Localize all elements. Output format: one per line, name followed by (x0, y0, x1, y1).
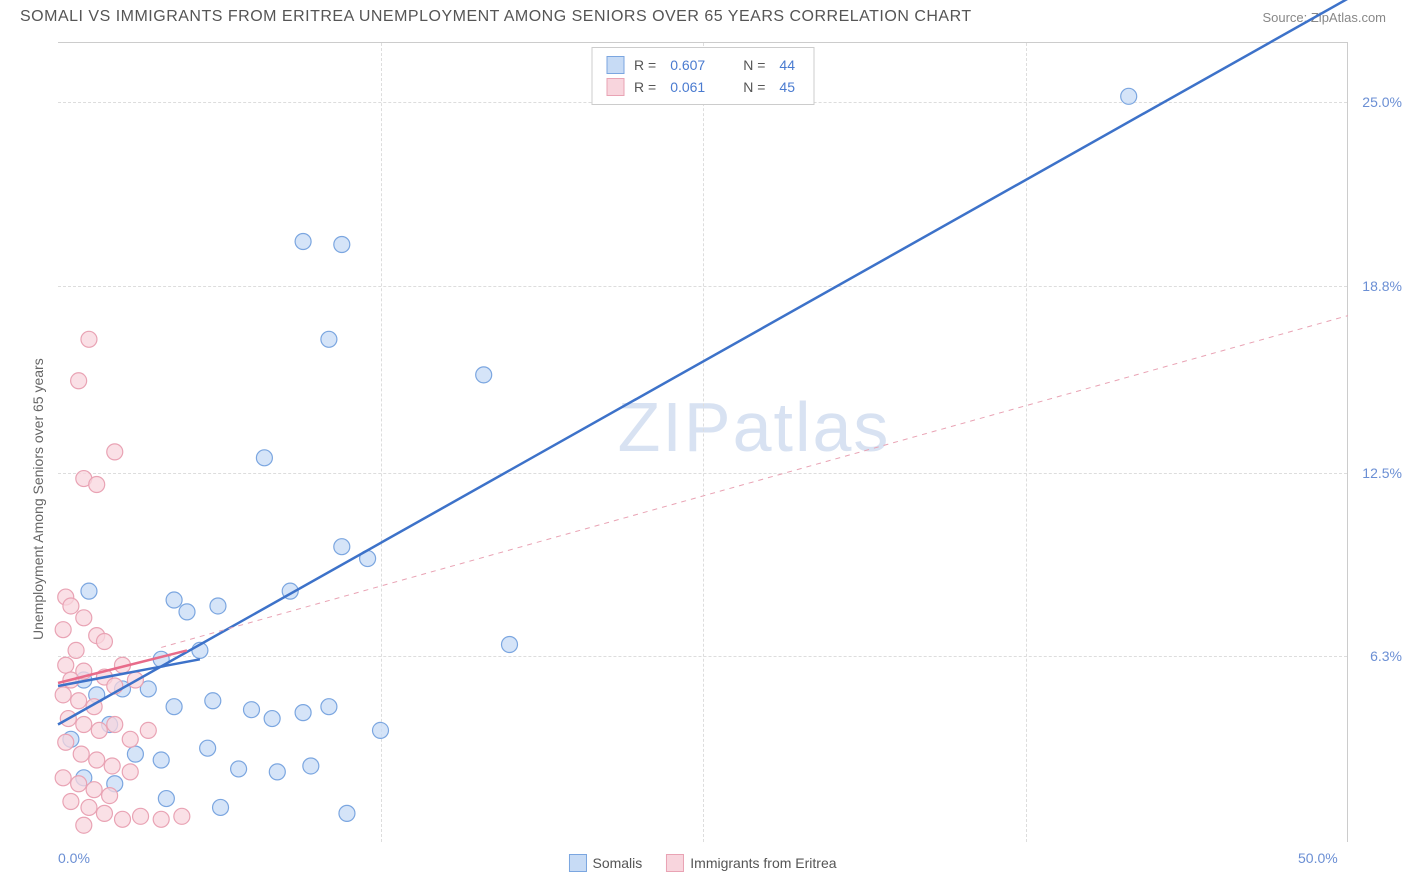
y-axis-label: Unemployment Among Seniors over 65 years (30, 358, 46, 640)
data-point (269, 764, 285, 780)
trend-line (161, 316, 1348, 648)
scatter-plot-svg (58, 43, 1347, 842)
data-point (140, 722, 156, 738)
data-point (166, 592, 182, 608)
data-point (205, 693, 221, 709)
legend-series-item: Somalis (568, 854, 642, 872)
data-point (86, 782, 102, 798)
legend-n-value: 44 (779, 57, 795, 73)
data-point (256, 450, 272, 466)
data-point (55, 770, 71, 786)
data-point (76, 610, 92, 626)
data-point (102, 788, 118, 804)
data-point (96, 634, 112, 650)
data-point (179, 604, 195, 620)
data-point (153, 752, 169, 768)
legend-swatch (606, 56, 624, 74)
data-point (81, 799, 97, 815)
legend-series-item: Immigrants from Eritrea (666, 854, 836, 872)
data-point (107, 716, 123, 732)
data-point (63, 598, 79, 614)
data-point (58, 734, 74, 750)
x-tick-label: 50.0% (1298, 850, 1338, 866)
data-point (174, 808, 190, 824)
data-point (295, 234, 311, 250)
data-point (96, 805, 112, 821)
legend-r-value: 0.607 (670, 57, 705, 73)
y-tick-label: 25.0% (1362, 94, 1402, 110)
legend-row: R = 0.061 N = 45 (606, 76, 799, 98)
data-point (1121, 88, 1137, 104)
data-point (71, 776, 87, 792)
data-point (91, 722, 107, 738)
legend-r-value: 0.061 (670, 79, 705, 95)
legend-r-label: R = (634, 57, 656, 73)
legend-n-label: N = (743, 57, 765, 73)
data-point (166, 699, 182, 715)
data-point (58, 657, 74, 673)
data-point (76, 817, 92, 833)
chart-plot-area: ZIPatlas 6.3%12.5%18.8%25.0% R =0.607N =… (58, 42, 1348, 842)
data-point (321, 699, 337, 715)
data-point (200, 740, 216, 756)
legend-swatch (666, 854, 684, 872)
data-point (153, 811, 169, 827)
data-point (55, 622, 71, 638)
legend-swatch (606, 78, 624, 96)
data-point (104, 758, 120, 774)
data-point (210, 598, 226, 614)
data-point (334, 236, 350, 252)
data-point (127, 746, 143, 762)
legend-n-label: N = (743, 79, 765, 95)
legend-row: R = 0.607 N = 44 (606, 54, 799, 76)
y-tick-label: 12.5% (1362, 465, 1402, 481)
data-point (89, 476, 105, 492)
data-point (334, 539, 350, 555)
x-tick-label: 0.0% (58, 850, 90, 866)
data-point (63, 794, 79, 810)
y-tick-label: 6.3% (1370, 648, 1402, 664)
data-point (81, 583, 97, 599)
legend-r-label: R = (634, 79, 656, 95)
chart-title: SOMALI VS IMMIGRANTS FROM ERITREA UNEMPL… (20, 8, 972, 26)
legend-swatch (568, 854, 586, 872)
data-point (122, 764, 138, 780)
data-point (213, 799, 229, 815)
legend-series-label: Somalis (592, 855, 642, 871)
data-point (115, 811, 131, 827)
y-tick-label: 18.8% (1362, 278, 1402, 294)
data-point (55, 687, 71, 703)
data-point (122, 731, 138, 747)
data-point (71, 373, 87, 389)
data-point (71, 693, 87, 709)
data-point (107, 444, 123, 460)
data-point (303, 758, 319, 774)
series-legend: Somalis Immigrants from Eritrea (568, 854, 836, 872)
correlation-legend: R = 0.607 N = 44 R = 0.061 N = 45 (591, 47, 814, 105)
data-point (81, 331, 97, 347)
data-point (321, 331, 337, 347)
data-point (295, 705, 311, 721)
data-point (502, 636, 518, 652)
data-point (89, 752, 105, 768)
data-point (264, 711, 280, 727)
data-point (476, 367, 492, 383)
data-point (76, 716, 92, 732)
data-point (158, 791, 174, 807)
data-point (133, 808, 149, 824)
data-point (339, 805, 355, 821)
data-point (244, 702, 260, 718)
data-point (373, 722, 389, 738)
data-point (73, 746, 89, 762)
trend-line (58, 0, 1348, 724)
data-point (231, 761, 247, 777)
data-point (68, 642, 84, 658)
legend-series-label: Immigrants from Eritrea (690, 855, 836, 871)
legend-n-value: 45 (779, 79, 795, 95)
